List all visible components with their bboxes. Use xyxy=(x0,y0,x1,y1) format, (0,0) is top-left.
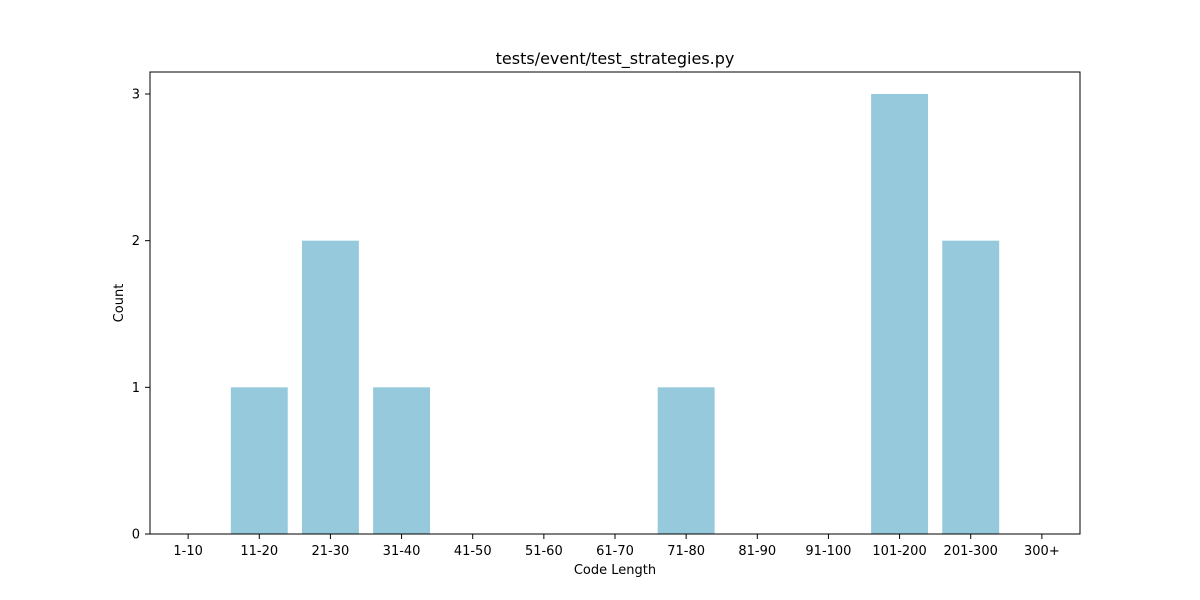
plot-frame xyxy=(149,71,1081,535)
x-tick-label: 1-10 xyxy=(173,544,203,559)
bar-31-40 xyxy=(373,387,431,534)
bar-71-80 xyxy=(657,387,715,534)
bar-201-300 xyxy=(942,240,1000,535)
y-tick-label: 2 xyxy=(132,234,140,249)
y-tick-label: 0 xyxy=(132,528,140,543)
x-axis: 1-10 11-20 21-30 31-40 41-50 51-60 61-70 71-80 8… xyxy=(173,534,1060,559)
bars-group xyxy=(230,94,1000,535)
x-tick-label: 21-30 xyxy=(312,544,350,559)
x-tick-label: 11-20 xyxy=(240,544,278,559)
x-tick-label: 31-40 xyxy=(383,544,421,559)
x-tick-label: 91-100 xyxy=(805,544,851,559)
x-tick-label: 201-300 xyxy=(944,544,998,559)
bar-11-20 xyxy=(230,387,288,534)
y-tick-label: 3 xyxy=(132,88,140,103)
y-axis-label: Count xyxy=(112,284,127,323)
x-tick-label: 300+ xyxy=(1024,544,1060,559)
bar-101-200 xyxy=(871,94,929,534)
x-axis-label: Code Length xyxy=(574,563,656,578)
bar-21-30 xyxy=(301,240,359,535)
chart-title: tests/event/test_strategies.py xyxy=(496,49,735,69)
y-axis: 0 1 2 3 xyxy=(132,88,150,543)
x-tick-label: 51-60 xyxy=(525,544,563,559)
x-tick-label: 71-80 xyxy=(667,544,705,559)
x-tick-label: 81-90 xyxy=(738,544,776,559)
y-tick-label: 1 xyxy=(132,381,140,396)
x-tick-label: 41-50 xyxy=(454,544,492,559)
x-tick-label: 61-70 xyxy=(596,544,634,559)
x-tick-label: 101-200 xyxy=(872,544,926,559)
